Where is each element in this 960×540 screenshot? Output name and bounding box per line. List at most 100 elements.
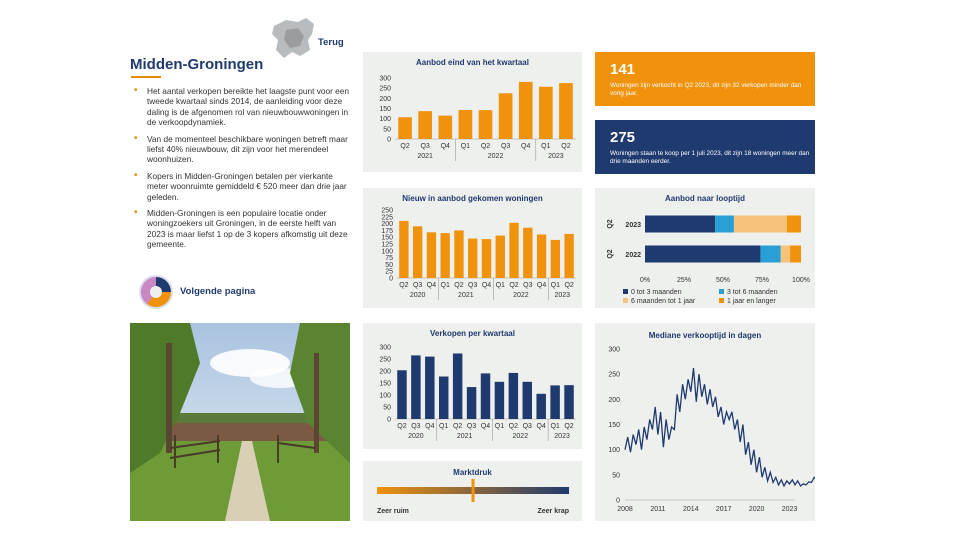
x-tick-label: Q2 <box>400 143 409 150</box>
x-tick-label: Q2 <box>454 282 463 289</box>
chart-svg: Aanbod naar looptijd 2023 Q2 2022 Q2 0% 25% 50%… <box>607 194 810 305</box>
bar <box>508 372 519 419</box>
y-tick-label: 125 <box>381 242 393 249</box>
x-tick-label: Q3 <box>420 143 429 150</box>
legend-label: 1 jaar en langer <box>727 298 776 305</box>
group-label: 2022 <box>488 153 504 160</box>
x-tick-label: Q4 <box>481 423 490 430</box>
x-tick-label: Q3 <box>501 143 510 150</box>
bar <box>550 239 561 278</box>
x-tick-label: Q4 <box>441 143 450 150</box>
bullet-item: Van de momenteel beschikbare woningen be… <box>132 134 354 165</box>
y-tick-label: 0 <box>389 276 393 283</box>
x-tick-label: Q1 <box>496 282 505 289</box>
x-tick-label: Q1 <box>550 423 559 430</box>
chart-title: Aanbod eind van het kwartaal <box>416 58 529 67</box>
group-label: 2020 <box>410 292 426 299</box>
x-tick-label: Q1 <box>551 282 560 289</box>
x-tick-label: Q2 <box>564 423 573 430</box>
group-label: 2022 <box>513 433 529 440</box>
y-tick-label: 0 <box>616 498 620 505</box>
bar <box>468 238 478 278</box>
x-tick-label: Q4 <box>425 423 434 430</box>
y-tick-label: 300 <box>608 347 620 354</box>
y-tick-label: 50 <box>612 472 620 479</box>
y-tick-label: 250 <box>379 357 391 364</box>
bar <box>536 393 546 419</box>
bar <box>494 381 505 419</box>
bar <box>426 232 437 278</box>
x-tick-label: Q4 <box>427 282 436 289</box>
chart-title: Marktdruk <box>453 468 492 477</box>
x-tick-label: 2020 <box>749 506 765 513</box>
y-tick-label: 200 <box>379 369 391 376</box>
chart-title: Nieuw in aanbod gekomen woningen <box>402 194 543 203</box>
group-label: 2021 <box>457 433 473 440</box>
group-label: 2020 <box>408 433 424 440</box>
bullet-item: Midden-Groningen is een populaire locati… <box>132 208 354 250</box>
x-tick-label: Q2 <box>564 282 573 289</box>
stack-segment <box>733 215 787 233</box>
bar <box>440 233 450 278</box>
y-tick-label: 100 <box>381 248 393 255</box>
chart-svg: Nieuw in aanbod gekomen woningen02550751… <box>381 194 576 300</box>
row-group-label: Q2 <box>607 249 614 258</box>
stack-segment <box>760 245 781 263</box>
region-map-icon[interactable] <box>268 16 320 60</box>
donut-chart-icon[interactable] <box>138 274 174 310</box>
legend-label: 0 tot 3 maanden <box>631 289 682 296</box>
x-tick-label: Q1 <box>541 143 550 150</box>
bar <box>480 373 491 419</box>
chart-looptijd: Aanbod naar looptijd 2023 Q2 2022 Q2 0% 25% 50%… <box>595 188 815 308</box>
chart-title: Mediane verkooptijd in dagen <box>649 331 762 340</box>
kpi-text: Woningen staan te koop per 1 juli 2023, … <box>610 150 810 165</box>
bar <box>518 81 533 139</box>
legend-swatch <box>623 298 628 303</box>
chart-svg: Marktdruk Zeer ruim Zeer krap <box>377 468 569 515</box>
chart-marktdruk: Marktdruk Zeer ruim Zeer krap <box>363 461 582 521</box>
x-tick-label: 2011 <box>650 506 665 513</box>
x-tick-label: Q3 <box>411 423 420 430</box>
gauge-max-label: Zeer krap <box>537 508 569 515</box>
x-tick-label: Q3 <box>413 282 422 289</box>
y-tick-label: 250 <box>608 372 620 379</box>
bar <box>418 111 433 139</box>
y-tick-label: 100 <box>608 447 620 454</box>
next-page-link[interactable]: Volgende pagina <box>180 286 256 297</box>
stack-segment <box>645 245 761 263</box>
gauge-min-label: Zeer ruim <box>377 508 409 515</box>
x-tick-label: Q1 <box>439 423 448 430</box>
chart-title: Verkopen per kwartaal <box>430 329 515 338</box>
stack-segment <box>786 215 801 233</box>
stack-segment <box>780 245 791 263</box>
legend-label: 6 maanden tot 1 jaar <box>631 298 696 305</box>
x-tick-label: Q1 <box>441 282 450 289</box>
x-tick-label: Q4 <box>537 282 546 289</box>
chart-svg: Aanbod eind van het kwartaal 0 50 100 150 200… <box>379 58 576 161</box>
x-tick-label: 2017 <box>716 506 732 513</box>
bar <box>452 353 463 419</box>
y-tick-label: 25 <box>385 269 393 276</box>
x-tick-label: Q3 <box>467 423 476 430</box>
landscape-photo <box>130 323 350 521</box>
x-tick-label: Q1 <box>461 143 470 150</box>
x-tick-label: Q3 <box>523 282 532 289</box>
x-tick-label: Q2 <box>397 423 406 430</box>
x-tick-label: Q2 <box>481 143 490 150</box>
bar <box>398 117 412 139</box>
page-title: Midden-Groningen <box>130 56 264 73</box>
y-tick-label: 150 <box>379 106 391 113</box>
y-tick-label: 175 <box>381 228 393 235</box>
bar <box>425 356 435 419</box>
legend-label: 3 tot 6 maanden <box>727 289 778 296</box>
y-tick-label: 200 <box>379 96 391 103</box>
back-link[interactable]: Terug <box>318 37 344 48</box>
group-label: 2022 <box>513 292 529 299</box>
kpi-value: 141 <box>610 61 636 78</box>
bar <box>438 376 449 419</box>
bar <box>466 387 477 419</box>
kpi-value: 275 <box>610 129 636 146</box>
x-tick-label: 75% <box>755 277 769 284</box>
chart-svg: Mediane verkooptijd in dagen 0 50 100 150 200… <box>608 331 815 513</box>
group-label: 2021 <box>458 292 474 299</box>
